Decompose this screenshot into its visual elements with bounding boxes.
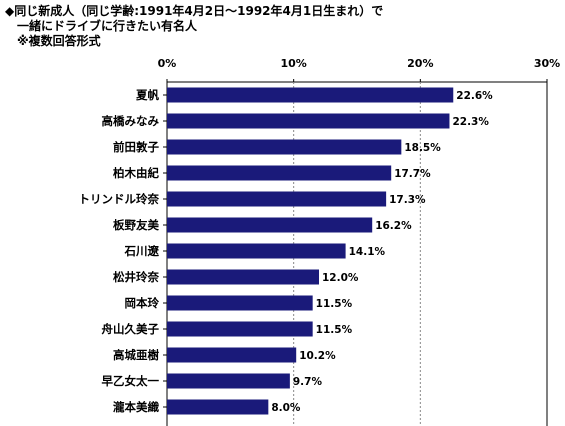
category-label: 石川遼 [124,244,160,258]
value-label: 9.7% [293,376,323,388]
category-label: トリンドル玲奈 [79,192,160,206]
title-line-3: ※複数回答形式 [17,34,101,48]
title-line-1: ◆同じ新成人（同じ学齢:1991年4月2日～1992年4月1日生まれ）で [5,4,384,18]
category-label: 夏帆 [136,88,159,102]
value-label: 11.5% [316,298,353,310]
category-label: 高橋みなみ [102,114,160,128]
x-tick-label: 30% [534,57,560,70]
value-label: 17.3% [389,194,426,206]
x-tick-label: 0% [158,57,177,70]
bar [167,113,450,129]
value-label: 17.7% [394,168,431,180]
bar [167,399,269,415]
value-label: 22.3% [452,116,489,128]
category-label: 柏木由紀 [113,166,159,180]
bar [167,217,373,233]
bar [167,373,290,389]
category-label: 板野友美 [113,218,159,232]
bar [167,191,387,207]
value-label: 14.1% [349,246,386,258]
value-label: 12.0% [322,272,359,284]
category-label: 高城亜樹 [113,348,159,362]
category-label: 早乙女太一 [102,374,160,388]
bar [167,243,346,259]
value-label: 11.5% [316,324,353,336]
bar [167,269,319,285]
category-label: 瀧本美織 [113,400,159,414]
value-label: 18.5% [404,142,441,154]
chart-title: ◆同じ新成人（同じ学齢:1991年4月2日～1992年4月1日生まれ）で 一緒に… [5,4,383,49]
category-label: 前田敦子 [113,140,159,154]
bar [167,295,313,311]
value-label: 10.2% [299,350,336,362]
x-tick-label: 20% [407,57,433,70]
bar [167,347,297,363]
title-line-2: 一緒にドライブに行きたい有名人 [17,19,198,33]
bar [167,321,313,337]
value-label: 16.2% [375,220,412,232]
category-label: 岡本玲 [125,296,160,310]
category-label: 舟山久美子 [102,322,160,336]
bar [167,165,392,181]
value-label: 8.0% [271,402,301,414]
bar [167,139,402,155]
value-label: 22.6% [456,90,493,102]
x-tick-label: 10% [280,57,306,70]
category-label: 松井玲奈 [113,270,159,284]
bar [167,87,454,103]
